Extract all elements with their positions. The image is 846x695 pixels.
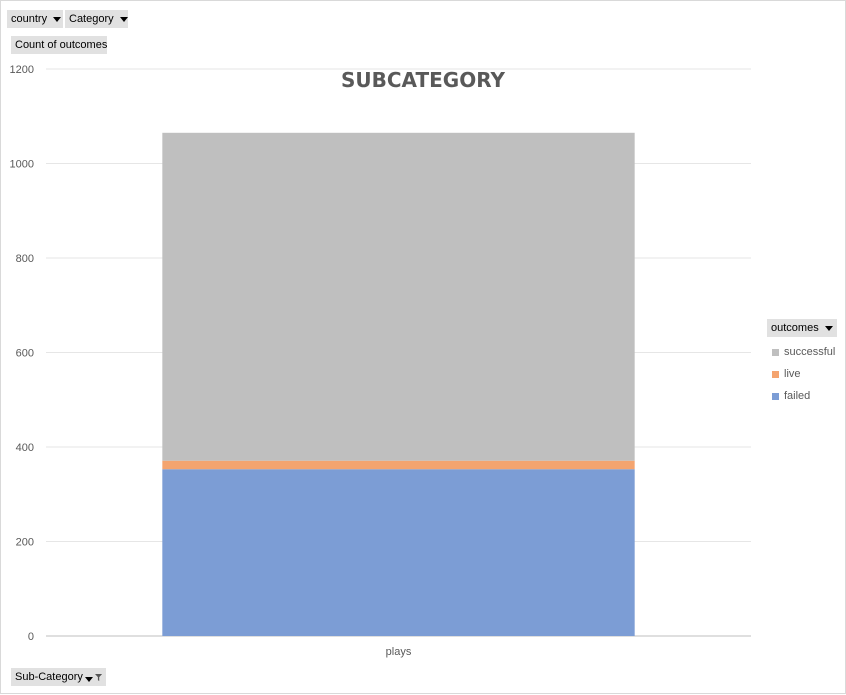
legend-label: failed: [784, 390, 811, 402]
country-filter-button[interactable]: country: [7, 10, 63, 28]
outcomes-filter-label: outcomes: [771, 322, 819, 334]
legend-label: live: [784, 368, 801, 380]
dropdown-arrow-icon: [119, 16, 128, 22]
category-filter-label: Category: [69, 13, 114, 25]
legend-item-successful: successful: [767, 341, 837, 363]
legend-item-live: live: [767, 363, 837, 385]
values-field-text: Count of outcomes: [15, 39, 108, 51]
x-tick-label: plays: [386, 646, 412, 658]
y-tick-label: 600: [16, 348, 34, 360]
outcomes-filter-button[interactable]: outcomes: [767, 319, 837, 337]
dropdown-arrow-icon: [824, 325, 833, 331]
filter-funnel-icon: [94, 673, 102, 681]
subcategory-filter-button[interactable]: Sub-Category: [11, 668, 106, 686]
axes: 0 200 400 600 800 1000 1200 plays: [10, 64, 412, 658]
bar-segment-failed[interactable]: [162, 469, 635, 636]
dropdown-arrow-icon: [84, 676, 93, 682]
legend: outcomes successful live failed: [767, 319, 837, 407]
legend-swatch: [772, 370, 779, 378]
values-field-label: Count of outcomes: [11, 36, 107, 54]
bar-stack: [162, 132, 635, 636]
legend-item-failed: failed: [767, 385, 837, 407]
legend-swatch: [772, 348, 779, 356]
country-filter-label: country: [11, 13, 48, 25]
y-tick-label: 800: [16, 253, 34, 265]
y-tick-label: 400: [16, 442, 34, 454]
bar-segment-successful[interactable]: [162, 132, 635, 461]
subcategory-filter-label: Sub-Category: [15, 671, 83, 683]
dropdown-arrow-icon: [53, 16, 62, 22]
y-tick-label: 200: [16, 537, 34, 549]
chart-title: SUBCATEGORY: [341, 68, 506, 92]
bar-segment-live[interactable]: [162, 460, 635, 470]
legend-swatch: [772, 392, 779, 400]
legend-label: successful: [784, 346, 836, 358]
y-tick-label: 1200: [10, 64, 34, 76]
category-filter-button[interactable]: Category: [65, 10, 128, 28]
y-tick-label: 1000: [10, 159, 34, 171]
y-tick-label: 0: [28, 631, 34, 643]
